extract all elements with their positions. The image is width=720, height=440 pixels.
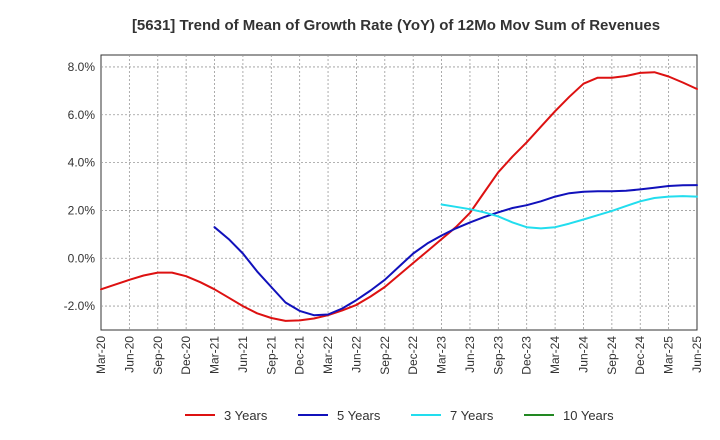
series-line-5-years (213, 184, 698, 317)
x-tick-label: Mar-23 (435, 336, 449, 374)
x-tick-label: Dec-21 (293, 336, 307, 375)
x-tick-label: Sep-20 (151, 336, 165, 375)
legend: 3 Years 5 Years 7 Years 10 Years (185, 408, 614, 423)
x-tick-label: Mar-25 (662, 336, 676, 374)
x-tick-label: Dec-24 (633, 336, 647, 375)
y-tick-label: 4.0% (68, 156, 96, 170)
series-lines (100, 71, 698, 322)
x-tick-label: Mar-21 (208, 336, 222, 374)
x-tick-label: Jun-23 (463, 336, 477, 373)
x-tick-label: Dec-22 (406, 336, 420, 375)
y-tick-label: 2.0% (68, 203, 96, 217)
x-tick-label: Jun-21 (236, 336, 250, 373)
legend-label-7-years: 7 Years (450, 408, 494, 423)
x-tick-label: Sep-21 (264, 336, 278, 375)
x-tick-label: Jun-20 (122, 336, 136, 373)
x-tick-label: Mar-24 (548, 336, 562, 374)
y-tick-label: 0.0% (68, 251, 96, 265)
x-tick-label: Sep-22 (378, 336, 392, 375)
x-tick-label: Jun-24 (576, 336, 590, 373)
x-axis-ticks: Mar-20 Jun-20 Sep-20 Dec-20 Mar-21 Jun-21 Sep-… (94, 336, 704, 375)
y-tick-label: 8.0% (68, 60, 96, 74)
x-tick-label: Dec-23 (520, 336, 534, 375)
chart-title: [5631] Trend of Mean of Growth Rate (YoY… (132, 17, 660, 34)
grid (101, 55, 697, 330)
y-tick-label: -2.0% (64, 299, 96, 313)
x-tick-label: Jun-22 (349, 336, 363, 373)
x-tick-label: Sep-24 (605, 336, 619, 375)
plot-area (100, 54, 698, 331)
series-line-3-years (100, 71, 698, 322)
legend-label-10-years: 10 Years (563, 408, 614, 423)
x-tick-label: Mar-20 (94, 336, 108, 374)
x-tick-label: Jun-25 (690, 336, 704, 373)
y-axis-ticks: -2.0% 0.0% 2.0% 4.0% 6.0% 8.0% (64, 60, 96, 313)
legend-label-3-years: 3 Years (224, 408, 268, 423)
x-tick-label: Dec-20 (179, 336, 193, 375)
series-line-7-years (440, 195, 698, 230)
legend-label-5-years: 5 Years (337, 408, 381, 423)
x-tick-label: Mar-22 (321, 336, 335, 374)
x-tick-label: Sep-23 (491, 336, 505, 375)
y-tick-label: 6.0% (68, 108, 96, 122)
